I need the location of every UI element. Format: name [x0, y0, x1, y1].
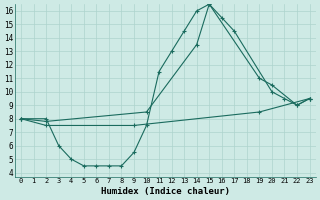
- X-axis label: Humidex (Indice chaleur): Humidex (Indice chaleur): [101, 187, 230, 196]
